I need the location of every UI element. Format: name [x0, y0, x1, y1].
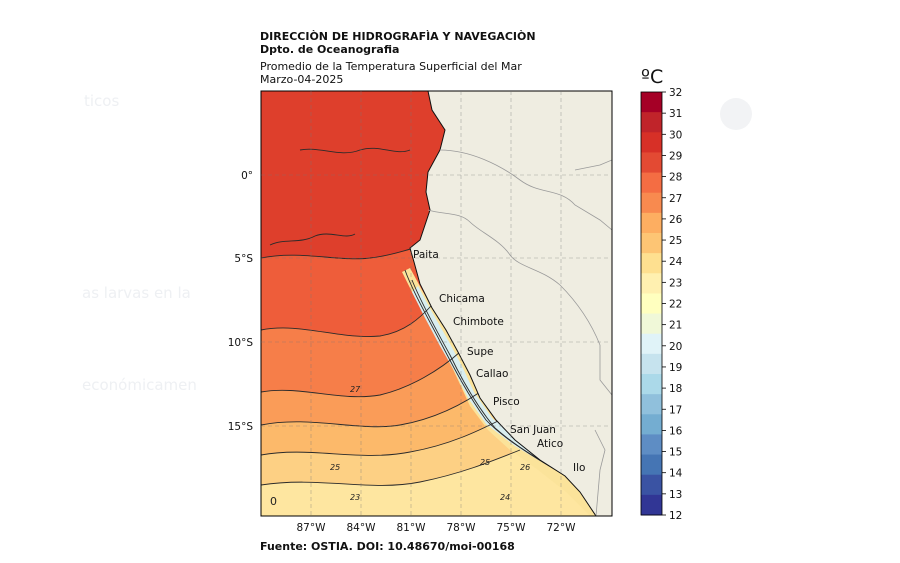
- contour-value-label: 27: [350, 385, 361, 394]
- colorbar-segment: [641, 152, 662, 174]
- place-label: San Juan: [510, 424, 556, 436]
- colorbar-segment: [641, 313, 662, 335]
- place-label: Pisco: [493, 396, 520, 408]
- map-area: Paita Chicama Chimbote Supe Callao Pisco…: [261, 91, 612, 516]
- colorbar-tick-label: 21: [669, 320, 682, 332]
- colorbar-tick-label: 17: [669, 404, 682, 416]
- contour-value-label: 25: [330, 463, 340, 472]
- place-label: Callao: [476, 368, 508, 380]
- colorbar-segment: [641, 394, 662, 415]
- colorbar-tick-label: 18: [669, 383, 682, 395]
- contour-value-label: 25: [480, 458, 490, 467]
- contour-value-label: 23: [350, 493, 360, 502]
- colorbar-segment: [641, 92, 662, 113]
- lat-axis: 0° 5°S 10°S 15°S: [228, 170, 254, 433]
- colorbar-segment: [641, 333, 662, 355]
- colorbar-tick-label: 15: [669, 447, 682, 459]
- colorbar-tick-label: 23: [669, 277, 682, 289]
- department-title: Dpto. de Oceanografia: [260, 43, 400, 56]
- contour-value-label: 26: [520, 463, 530, 472]
- colorbar-segment: [641, 212, 662, 234]
- colorbar-tick-label: 24: [669, 256, 683, 268]
- colorbar-segment: [641, 132, 662, 153]
- lon-axis: 87°W 84°W 81°W 78°W 75°W 72°W: [297, 522, 577, 534]
- colorbar: [641, 92, 662, 516]
- colorbar-tick-label: 20: [669, 341, 682, 353]
- lat-tick-label: 0°: [241, 170, 253, 182]
- colorbar-tick-label: 31: [669, 108, 682, 120]
- lat-tick-label: 15°S: [228, 421, 254, 433]
- figure-header: DIRECCIÒN DE HIDROGRAFÌA Y NAVEGACIÒN Dp…: [260, 30, 536, 86]
- institution-title: DIRECCIÒN DE HIDROGRAFÌA Y NAVEGACIÒN: [260, 30, 536, 43]
- colorbar-segment: [641, 353, 662, 375]
- colorbar-tick-label: 22: [669, 299, 682, 311]
- colorbar-segment: [641, 192, 662, 214]
- colorbar-ticks: 32 31 30 29 28 27 26 25 24 23 22 21 20 19 18 17 16 15 14 13…: [662, 87, 683, 522]
- colorbar-tick-label: 27: [669, 193, 682, 205]
- colorbar-segment: [641, 414, 662, 435]
- colorbar-tick-label: 13: [669, 489, 682, 501]
- lon-tick-label: 87°W: [297, 522, 327, 534]
- lon-tick-label: 84°W: [347, 522, 377, 534]
- colorbar-segment: [641, 434, 662, 456]
- graticule: [261, 91, 612, 516]
- colorbar-segment: [641, 474, 662, 496]
- colorbar-segment: [641, 172, 662, 194]
- colorbar-segment: [641, 494, 662, 516]
- product-title: Promedio de la Temperatura Superficial d…: [260, 60, 522, 73]
- colorbar-segment: [641, 233, 662, 254]
- place-label: Paita: [413, 249, 439, 261]
- place-label: Atico: [537, 438, 563, 450]
- lon-tick-label: 78°W: [447, 522, 477, 534]
- colorbar-tick-label: 29: [669, 150, 682, 162]
- place-label: Chimbote: [453, 316, 504, 328]
- lat-tick-label: 10°S: [228, 337, 254, 349]
- colorbar-tick-label: 19: [669, 362, 682, 374]
- colorbar-segment: [641, 253, 662, 274]
- colorbar-tick-label: 28: [669, 172, 682, 184]
- colorbar-tick-label: 12: [669, 510, 682, 522]
- colorbar-tick-label: 16: [669, 425, 683, 437]
- contour-value-label: 0: [270, 495, 277, 508]
- colorbar-tick-label: 25: [669, 235, 682, 247]
- contour-value-label: 24: [500, 493, 510, 502]
- lat-tick-label: 5°S: [234, 253, 253, 265]
- lon-tick-label: 81°W: [397, 522, 427, 534]
- place-label: Supe: [467, 346, 493, 358]
- colorbar-tick-label: 14: [669, 468, 683, 480]
- colorbar-segment: [641, 293, 662, 315]
- colorbar-tick-label: 26: [669, 214, 683, 226]
- lon-tick-label: 75°W: [497, 522, 527, 534]
- map-frame: [260, 90, 613, 517]
- place-label: Chicama: [439, 293, 485, 305]
- country-borders: [427, 149, 612, 516]
- colorbar-segment: [641, 273, 662, 294]
- colorbar-tick-label: 32: [669, 87, 682, 99]
- colorbar-unit: ºC: [641, 66, 663, 88]
- colorbar-segment: [641, 454, 662, 476]
- date-label: Marzo-04-2025: [260, 73, 344, 86]
- lon-tick-label: 72°W: [547, 522, 577, 534]
- colorbar-segment: [641, 112, 662, 133]
- colorbar-segment: [641, 374, 662, 395]
- colorbar-tick-label: 30: [669, 129, 682, 141]
- place-label: Ilo: [573, 462, 585, 474]
- source-footer: Fuente: OSTIA. DOI: 10.48670/moi-00168: [260, 540, 515, 553]
